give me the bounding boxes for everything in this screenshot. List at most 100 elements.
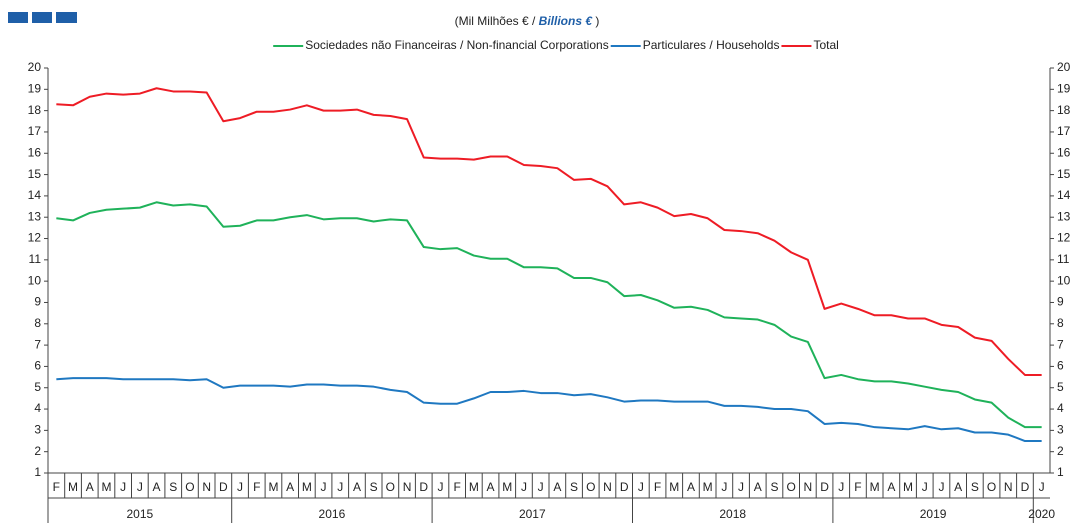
y-tick-label: 18 — [28, 103, 42, 117]
legend-label: Particulares / Households — [643, 38, 780, 52]
x-tick-label: S — [570, 480, 578, 494]
x-tick-label: J — [120, 480, 126, 494]
subtitle-pt: (Mil Milhões € / — [455, 14, 539, 28]
y2-tick-label: 10 — [1057, 273, 1071, 287]
y-tick-label: 1 — [34, 465, 41, 479]
y2-tick-label: 2 — [1057, 444, 1064, 458]
x-tick-label: D — [820, 480, 829, 494]
x-tick-label: F — [453, 480, 460, 494]
y2-tick-label: 12 — [1057, 231, 1071, 245]
y-tick-label: 13 — [28, 209, 42, 223]
x-tick-label: J — [638, 480, 644, 494]
y2-tick-label: 15 — [1057, 167, 1071, 181]
x-tick-label: S — [169, 480, 177, 494]
x-tick-label: J — [721, 480, 727, 494]
subtitle: (Mil Milhões € / Billions € ) — [455, 14, 600, 28]
x-tick-label: N — [804, 480, 813, 494]
year-label: 2015 — [126, 507, 153, 521]
y2-tick-label: 13 — [1057, 209, 1071, 223]
x-tick-label: N — [1004, 480, 1013, 494]
x-tick-label: O — [987, 480, 996, 494]
x-tick-label: A — [687, 480, 695, 494]
x-tick-label: J — [1039, 480, 1045, 494]
x-tick-label: A — [754, 480, 762, 494]
x-tick-label: J — [838, 480, 844, 494]
y2-tick-label: 18 — [1057, 103, 1071, 117]
year-label: 2016 — [319, 507, 346, 521]
y-tick-label: 3 — [34, 423, 41, 437]
x-tick-label: M — [703, 480, 713, 494]
x-tick-label: O — [586, 480, 595, 494]
x-tick-label: D — [1021, 480, 1030, 494]
year-label: 2019 — [920, 507, 947, 521]
y-tick-label: 2 — [34, 444, 41, 458]
x-tick-label: J — [321, 480, 327, 494]
x-tick-label: M — [502, 480, 512, 494]
y2-tick-label: 6 — [1057, 359, 1064, 373]
series-line — [56, 87, 1042, 376]
x-tick-label: A — [353, 480, 361, 494]
subtitle-close: ) — [592, 14, 599, 28]
y2-tick-label: 9 — [1057, 295, 1064, 309]
x-tick-label: F — [253, 480, 260, 494]
legend-label: Sociedades não Financeiras / Non-financi… — [305, 38, 609, 52]
y-tick-label: 19 — [28, 81, 42, 95]
x-tick-label: M — [870, 480, 880, 494]
x-tick-label: J — [237, 480, 243, 494]
y-tick-label: 20 — [28, 60, 42, 74]
x-tick-label: N — [202, 480, 211, 494]
logo-block — [8, 12, 28, 23]
x-tick-label: D — [620, 480, 629, 494]
y2-tick-label: 14 — [1057, 188, 1071, 202]
x-tick-label: M — [101, 480, 111, 494]
x-tick-label: J — [538, 480, 544, 494]
y2-tick-label: 19 — [1057, 81, 1071, 95]
x-tick-label: J — [922, 480, 928, 494]
x-tick-label: J — [437, 480, 443, 494]
y-tick-label: 8 — [34, 316, 41, 330]
x-tick-label: F — [854, 480, 861, 494]
x-tick-label: M — [302, 480, 312, 494]
year-label: 2017 — [519, 507, 546, 521]
y-tick-label: 5 — [34, 380, 41, 394]
x-tick-label: N — [403, 480, 412, 494]
x-tick-label: J — [137, 480, 143, 494]
y-tick-label: 14 — [28, 188, 42, 202]
y-tick-label: 10 — [28, 273, 42, 287]
y-tick-label: 7 — [34, 337, 41, 351]
y-tick-label: 16 — [28, 145, 42, 159]
x-tick-label: M — [68, 480, 78, 494]
y2-tick-label: 20 — [1057, 60, 1071, 74]
x-tick-label: D — [419, 480, 428, 494]
y2-tick-label: 11 — [1057, 252, 1070, 266]
x-tick-label: O — [386, 480, 395, 494]
y2-tick-label: 5 — [1057, 380, 1064, 394]
year-label: 2020 — [1028, 507, 1055, 521]
subtitle-en: Billions € — [539, 14, 594, 28]
y2-tick-label: 3 — [1057, 423, 1064, 437]
x-tick-label: S — [370, 480, 378, 494]
x-tick-label: N — [603, 480, 612, 494]
x-tick-label: A — [887, 480, 895, 494]
x-tick-label: A — [954, 480, 962, 494]
y-tick-label: 12 — [28, 231, 42, 245]
x-tick-label: F — [654, 480, 661, 494]
y2-tick-label: 16 — [1057, 145, 1071, 159]
x-tick-label: S — [770, 480, 778, 494]
x-tick-label: J — [738, 480, 744, 494]
x-tick-label: O — [185, 480, 194, 494]
y-tick-label: 6 — [34, 359, 41, 373]
x-tick-label: S — [971, 480, 979, 494]
x-tick-label: D — [219, 480, 228, 494]
x-tick-label: M — [268, 480, 278, 494]
x-tick-label: J — [337, 480, 343, 494]
x-tick-label: J — [521, 480, 527, 494]
y-tick-label: 9 — [34, 295, 41, 309]
series-line — [56, 377, 1042, 443]
x-tick-label: A — [153, 480, 161, 494]
x-tick-label: M — [903, 480, 913, 494]
x-tick-label: M — [669, 480, 679, 494]
x-tick-label: O — [786, 480, 795, 494]
year-label: 2018 — [719, 507, 746, 521]
